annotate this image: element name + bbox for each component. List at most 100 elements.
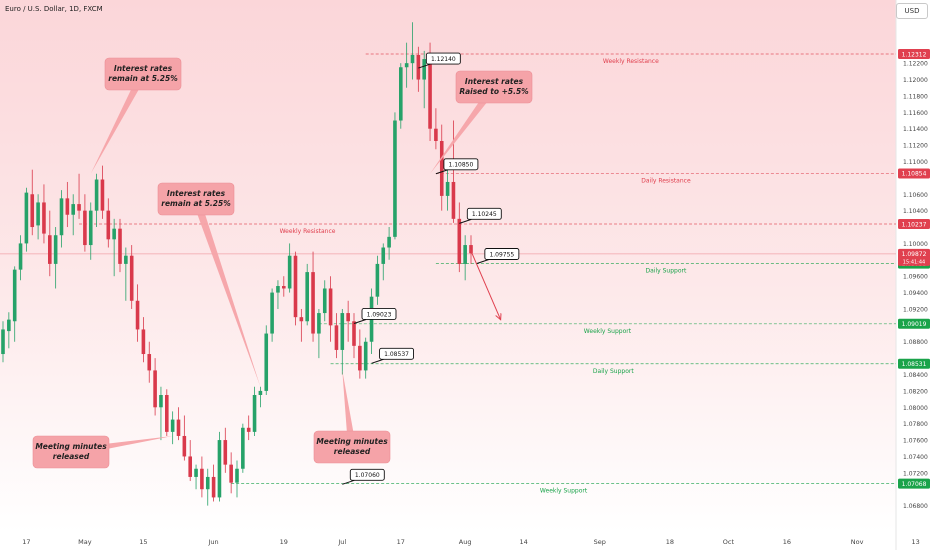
price-badge [898,168,930,179]
candle [416,46,421,92]
level-label: Daily Support [593,368,634,375]
candle-body [141,329,146,355]
price-tick-label: 1.11800 [903,93,928,100]
time-tick-label: Nov [851,538,864,546]
price-tick-label: 1.10600 [903,192,928,199]
candle [451,120,456,223]
candle [182,415,187,461]
time-tick-label: May [78,538,92,546]
candle-body [346,313,350,322]
callout-text: 1.09023 [367,311,392,318]
candle [112,218,116,277]
candle [94,173,99,228]
price-callout: 1.10850 [435,158,479,175]
candle-body [252,395,257,432]
price-tick-label: 1.08800 [903,339,928,346]
time-tick-label: 17 [397,538,405,546]
annotation-text: released [53,452,90,461]
callout-box [466,207,502,220]
candle-body [363,341,368,371]
candle-body [124,255,128,264]
price-tick-label: 1.10000 [903,241,928,248]
callout-box [484,248,520,260]
candle-body [147,354,152,371]
candle-body [282,286,286,289]
candle-body [176,419,181,436]
annotation-text: remain at 5.25% [108,74,178,83]
candle [258,386,263,408]
candle [211,464,216,502]
candle [282,276,286,297]
candle-body [457,218,462,264]
candle-body [217,440,222,498]
price-tick-label: 1.08400 [903,372,928,379]
candle [188,440,192,482]
time-tick-label: 16 [783,538,791,546]
annotation-box [157,182,235,216]
callout-pointer [435,169,449,175]
candle-body [153,370,157,408]
annotation-pointer [192,197,261,387]
candle [328,276,333,342]
candle-body [264,333,269,391]
candle [334,313,339,359]
candle [463,235,467,281]
candle-body [59,198,64,236]
candle-body [305,272,309,322]
annotation-box [104,57,182,91]
level-label: Weekly Resistance [603,58,659,65]
price-tick-label: 1.07400 [903,454,928,461]
callout-text: 1.08537 [384,351,409,358]
candle [88,202,93,260]
candle-body [112,228,116,240]
price-tick-label: 1.11400 [903,126,928,133]
currency-button[interactable]: USD [896,3,928,19]
candle-body [100,179,105,211]
candle-body [358,345,362,371]
price-tick-label: 1.07600 [903,438,928,445]
price-callout: 1.10245 [459,207,502,224]
price-tick-label: 1.09400 [903,290,928,297]
annotation-text: Meeting minutes [316,437,388,446]
callout-text: 1.09755 [489,251,514,258]
callout-box [349,468,385,481]
candle [42,184,46,244]
candle [170,411,175,445]
candle [404,42,409,88]
callout-text: 1.07060 [355,472,380,479]
candle-body [352,321,356,346]
price-badge-label: 1.09019 [902,321,927,328]
candle-body [410,54,415,64]
level-label: Weekly Resistance [280,228,336,235]
candle [147,341,152,383]
candle-body [118,228,122,264]
level-label: Weekly Support [540,488,588,495]
price-badge-label: 1.08531 [902,361,927,368]
candle [200,456,204,498]
candle-body [416,54,421,80]
candle [270,288,274,342]
annotation-text: Raised to +5.5% [459,87,529,96]
candle [7,312,11,349]
price-badge-label: 1.12312 [902,51,927,58]
candle [12,266,17,342]
candle-body [258,390,263,395]
annotation-box [455,70,533,104]
candle [299,308,304,342]
candle [317,308,321,359]
price-tick-label: 1.11000 [903,159,928,166]
candle [59,190,64,248]
candle [363,337,368,379]
time-tick-label: 13 [911,538,919,546]
candle-body [451,181,456,219]
time-tick-label: Aug [459,538,472,546]
candle-body [159,395,163,408]
callout-pointer [371,358,384,364]
candle [276,280,280,309]
annotation-pointer [342,370,356,448]
price-tick-label: 1.10400 [903,208,928,215]
candle-body [293,255,298,318]
